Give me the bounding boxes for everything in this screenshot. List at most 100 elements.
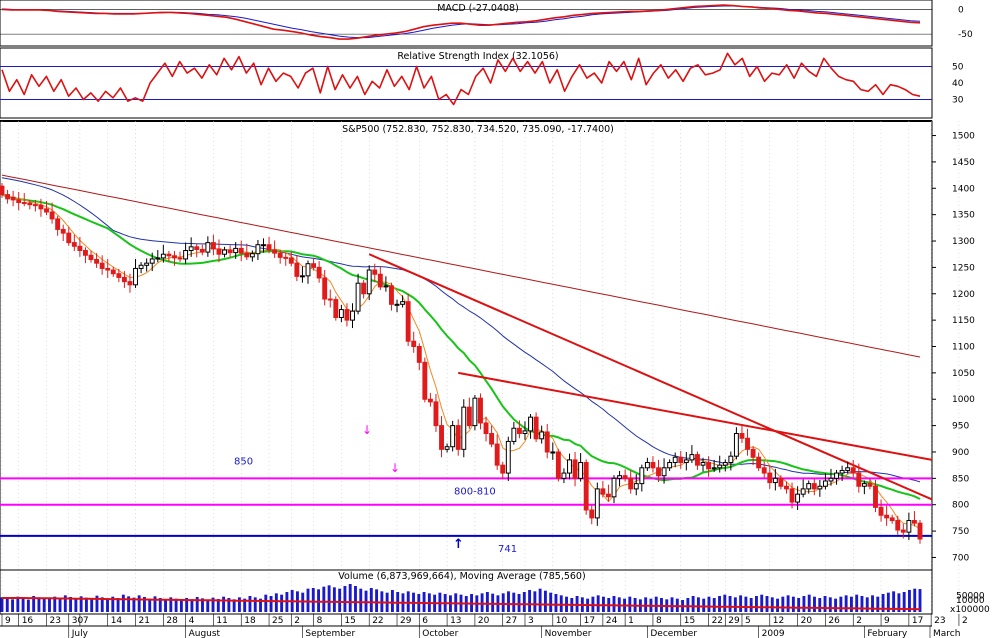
- volume-bar-155: [818, 598, 822, 612]
- volume-bar-153: [807, 594, 811, 612]
- volume-bar-167: [881, 594, 885, 612]
- candle-body-107: [594, 488, 600, 519]
- candle-body-72: [400, 301, 406, 305]
- volume-bar-139: [733, 597, 737, 612]
- macd-frame: [0, 0, 933, 47]
- volume-bar-7: [37, 597, 41, 612]
- volume-bar-104: [549, 592, 553, 612]
- candle-body-128: [711, 467, 717, 470]
- volume-tick-label-1: 10000: [956, 596, 985, 606]
- support-label-2: 741: [498, 544, 517, 555]
- candle-body-160: [889, 517, 895, 522]
- date-tick-label-1: 16: [22, 616, 34, 626]
- volume-bar-74: [390, 590, 394, 612]
- candle-body-75: [416, 346, 422, 363]
- volume-bar-169: [892, 591, 896, 612]
- candle-body-81: [450, 425, 456, 448]
- candle-body-14: [77, 245, 83, 252]
- volume-bar-41: [216, 599, 220, 612]
- candle-body-154: [856, 472, 862, 487]
- candle-body-164: [911, 520, 917, 524]
- month-label-7: February: [867, 629, 908, 638]
- volume-bar-150: [791, 596, 795, 612]
- candle-body-132: [733, 433, 739, 457]
- candle-body-10: [55, 218, 61, 230]
- date-tick-label-19: 20: [478, 616, 490, 626]
- volume-bar-11: [58, 598, 62, 612]
- date-tick-label-10: 18: [244, 616, 256, 626]
- month-label-5: December: [650, 629, 697, 638]
- candle-body-120: [667, 462, 673, 469]
- volume-bar-168: [886, 592, 890, 612]
- candle-body-106: [589, 509, 595, 519]
- candle-body-70: [389, 285, 394, 305]
- candle-body-125: [695, 454, 700, 466]
- volume-bar-31: [164, 599, 167, 612]
- candle-body-89: [494, 443, 500, 466]
- date-tick-label-8: 4: [189, 616, 195, 626]
- candle-body-24: [133, 267, 138, 286]
- candle-body-61: [338, 309, 344, 318]
- date-tick-label-22: 10: [556, 616, 568, 626]
- candle-body-137: [761, 467, 767, 474]
- candle-body-95: [528, 416, 533, 432]
- candle-body-104: [578, 462, 584, 479]
- volume-bar-113: [596, 595, 600, 612]
- volume-bar-103: [543, 590, 547, 612]
- candle-body-0: [0, 185, 5, 196]
- rsi-line: [1, 52, 921, 106]
- volume-bar-105: [554, 594, 558, 612]
- volume-bar-52: [274, 593, 278, 612]
- date-tick-label-14: 15: [344, 616, 355, 626]
- candle-body-37: [205, 242, 211, 253]
- date-tick-label-3: 30: [72, 616, 84, 626]
- candle-body-26: [144, 262, 150, 266]
- volume-bar-5: [26, 599, 30, 612]
- volume-bar-59: [311, 588, 315, 612]
- price-tick-label-5: 1250: [952, 263, 975, 273]
- volume-bar-29: [153, 596, 157, 612]
- volume-bar-174: [918, 589, 922, 612]
- volume-bar-116: [612, 596, 616, 612]
- month-label-2: September: [305, 629, 355, 638]
- date-tick-label-17: 6: [422, 616, 428, 626]
- candle-body-101: [561, 472, 567, 479]
- price-tick-label-12: 900: [952, 448, 969, 458]
- candle-body-38: [210, 242, 216, 250]
- price-moving-averages: [1, 174, 921, 530]
- candle-body-19: [105, 267, 111, 271]
- candle-body-45: [249, 253, 255, 258]
- price-tick-label-2: 1400: [952, 184, 975, 194]
- volume-bar-156: [823, 596, 827, 612]
- date-tick-label-28: 22: [712, 616, 723, 626]
- price-tick-label-7: 1150: [952, 316, 975, 326]
- volume-bar-12: [63, 595, 67, 612]
- candle-body-46: [255, 244, 261, 255]
- candle-body-35: [194, 246, 200, 250]
- candle-body-39: [216, 248, 222, 255]
- candle-body-90: [500, 464, 506, 474]
- volume-bar-80: [422, 592, 426, 612]
- volume-bar-164: [865, 597, 869, 612]
- date-tick-label-13: 8: [317, 616, 323, 626]
- volume-bar-50: [264, 594, 268, 612]
- volume-bar-18: [95, 595, 99, 612]
- macd-tick-label-0: 0: [958, 5, 964, 15]
- volume-bar-23: [121, 594, 125, 612]
- candle-body-158: [878, 506, 884, 516]
- volume-bar-70: [369, 588, 373, 612]
- macd-title: MACD (-27.0408): [437, 3, 519, 14]
- volume-bar-8: [42, 599, 46, 612]
- volume-bar-63: [332, 587, 336, 612]
- candle-body-134: [745, 437, 750, 450]
- volume-bar-44: [232, 599, 236, 612]
- volume-bar-39: [206, 599, 210, 612]
- volume-bar-93: [491, 593, 495, 612]
- ma-slow-line: [1, 177, 921, 483]
- volume-bar-124: [654, 596, 658, 612]
- candle-body-60: [333, 299, 339, 318]
- candle-body-59: [327, 298, 333, 301]
- candle-body-50: [277, 252, 283, 258]
